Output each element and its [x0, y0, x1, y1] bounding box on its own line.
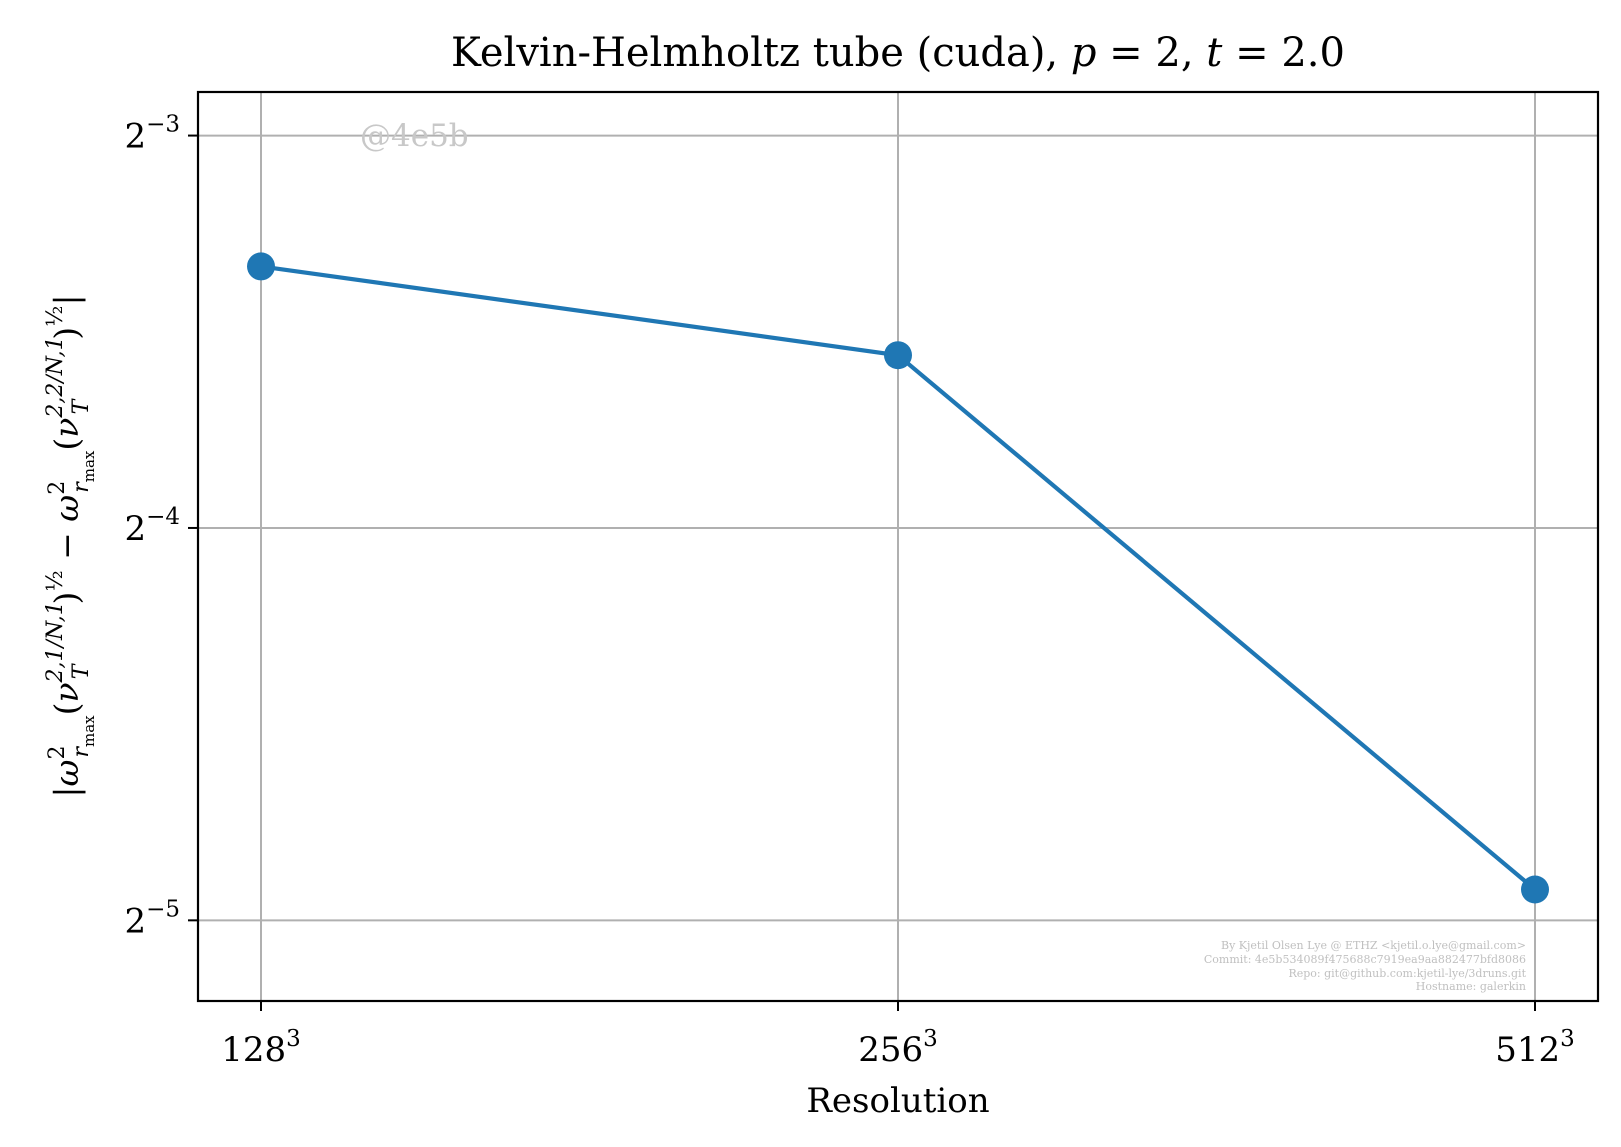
watermark: @4e5b [360, 118, 469, 154]
data-point [1521, 875, 1549, 904]
x-tick-label: 2563 [858, 1026, 938, 1070]
x-axis: 1283 2563 5123 [221, 1001, 1575, 1070]
x-axis-label: Resolution [806, 1081, 989, 1121]
data-point [247, 252, 275, 281]
data-point [884, 341, 912, 370]
footer-line: Repo: git@github.com:kjetil-lye/3druns.g… [1288, 967, 1526, 980]
footer-line: By Kjetil Olsen Lye @ ETHZ <kjetil.o.lye… [1221, 939, 1526, 952]
chart-title: Kelvin-Helmholtz tube (cuda), p = 2, t =… [451, 30, 1345, 76]
x-tick-label: 5123 [1495, 1026, 1575, 1070]
footer-attribution: By Kjetil Olsen Lye @ ETHZ <kjetil.o.lye… [1204, 939, 1527, 993]
footer-line: Hostname: galerkin [1416, 980, 1526, 993]
series [247, 252, 1549, 904]
y-tick-label: 2−4 [124, 504, 180, 549]
grid [198, 92, 1598, 1001]
y-axis-label: |ω2rmax(ν2,1/N,1T)½ − ω2rmax(ν2,2/N,1T)½… [43, 294, 98, 797]
footer-line: Commit: 4e5b534089f475688c7919ea9aa88247… [1204, 953, 1526, 966]
svg-text:|ω2rmax(ν2,1/N,1T)½ − ω2rmax(ν: |ω2rmax(ν2,1/N,1T)½ − ω2rmax(ν2,2/N,1T)½… [43, 294, 98, 797]
y-axis: 2−5 2−4 2−3 [124, 112, 198, 941]
y-tick-label: 2−5 [124, 896, 180, 941]
x-tick-label: 1283 [221, 1026, 301, 1070]
y-tick-label: 2−3 [124, 112, 180, 157]
